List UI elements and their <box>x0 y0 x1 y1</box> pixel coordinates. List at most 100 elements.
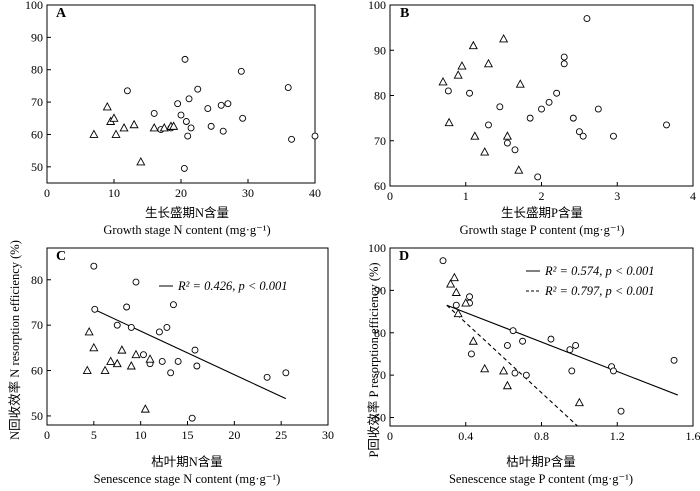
panel-a-circle-point <box>224 100 232 108</box>
panel-c-x-tick-label: 15 <box>182 428 194 442</box>
panel-c-x-tick-label: 5 <box>91 428 97 442</box>
panel-b-y-tick-label: 70 <box>374 134 386 148</box>
panel-d-triangle-point <box>574 397 584 407</box>
panel-b-y-ticks: 60 70 80 90 100 <box>368 0 394 193</box>
panel-a-y-tick-label: 60 <box>31 127 43 141</box>
panel-c-xlabel-cn: 枯叶期N含量 <box>151 454 223 469</box>
panel-d-fit-line-solid <box>446 304 679 396</box>
panel-b-circle-point <box>503 139 511 147</box>
panel-d-triangle-point <box>453 308 463 318</box>
panel-d-circle-point <box>547 335 555 343</box>
panel-a-circle-point <box>217 101 225 109</box>
panel-a-circle-point <box>194 85 202 93</box>
panel-c-circle-point <box>167 369 175 377</box>
panel-b-circle-point <box>663 121 670 129</box>
panel-b: B 0 1 2 3 4 60 70 80 90 100 生长盛期P含量 Growth stage… <box>368 0 696 237</box>
panel-b-triangle-point <box>457 61 467 70</box>
panel-b-triangle-point <box>483 58 494 68</box>
panel-d-y-ticks: 60 70 80 90 100 <box>368 241 394 425</box>
panel-a-triangle-point <box>129 119 139 129</box>
panel-b-y-tick-label: 60 <box>374 179 386 193</box>
panel-c-circle-point <box>282 369 290 377</box>
panel-c-points <box>82 262 290 422</box>
panel-b-xlabel-cn: 生长盛期P含量 <box>501 205 583 220</box>
panel-c-circle-point <box>263 373 271 381</box>
panel-d-x-tick-label: 0.8 <box>534 429 549 443</box>
panel-a-y-ticks: 50 60 70 80 90 100 <box>25 0 51 174</box>
panel-c-y-tick-label: 60 <box>31 364 43 378</box>
panel-a-circle-point <box>185 95 193 103</box>
panel-c: C 0 5 10 15 20 25 30 50 60 70 80 R² = 0.426, p < … <box>31 247 334 486</box>
panel-c-circle-point <box>132 278 140 286</box>
panel-a-label: A <box>56 6 67 21</box>
y-axis-label-p-resorption: P回收效率 P resorption efficiency (%) <box>366 262 381 457</box>
panel-d-circle-point <box>519 337 527 345</box>
panel-b-x-tick-label: 2 <box>539 189 545 203</box>
panel-b-frame <box>389 4 694 187</box>
panel-c-triangle-point <box>112 358 122 368</box>
panel-d-y-tick-label: 90 <box>374 283 386 297</box>
panel-a-y-tick-label: 70 <box>31 95 43 109</box>
panel-a-circle-point <box>237 67 245 75</box>
panel-d-x-tick-label: 1.2 <box>610 429 625 443</box>
panel-b-circle-point <box>534 173 542 181</box>
panel-b-label: B <box>400 6 409 21</box>
y-axis-label-n-resorption: N回收效率 N resorption efficiency (%) <box>7 240 22 440</box>
panel-c-triangle-point <box>82 365 92 374</box>
panel-c-label: C <box>56 249 66 264</box>
panel-a-circle-point <box>182 118 190 125</box>
panel-c-x-tick-label: 20 <box>228 428 240 442</box>
panel-d-circle-point <box>566 346 574 354</box>
panel-d-triangle-point <box>480 363 490 373</box>
panel-a-points <box>89 55 319 172</box>
panel-b-triangle-point <box>515 79 525 88</box>
panel-c-triangle-point <box>100 365 110 374</box>
panel-c-circle-point <box>169 301 177 309</box>
panel-d-x-tick-label: 0.4 <box>458 429 473 443</box>
panel-a-circle-point <box>123 87 131 95</box>
panel-a-circle-point <box>150 109 158 117</box>
panel-a-circle-point <box>180 164 188 172</box>
panel-a-x-tick-label: 10 <box>108 186 120 200</box>
panel-a-xlabel-en: Growth stage N content (mg·g⁻¹) <box>103 223 270 237</box>
panel-c-y-ticks: 50 60 70 80 <box>31 273 51 423</box>
panel-d-circle-point <box>467 350 475 358</box>
panel-d: D 0 0.4 0.8 1.2 1.6 60 70 80 90 100 R² = 0.574, … <box>368 241 700 486</box>
panel-b-y-tick-label: 80 <box>374 89 386 103</box>
panel-c-circle-point <box>174 358 182 365</box>
panel-d-y-tick-label: 60 <box>374 411 386 425</box>
panel-c-fit-line-solid <box>93 308 287 400</box>
panel-c-triangle-point <box>140 404 150 413</box>
panel-d-legend-text-solid: R² = 0.574, p < 0.001 <box>544 264 655 278</box>
panel-c-circle-point <box>188 414 196 422</box>
panel-b-x-tick-label: 4 <box>690 189 696 203</box>
panel-d-circle-point <box>522 371 530 379</box>
panel-a-y-tick-label: 90 <box>31 30 43 44</box>
panel-a-x-tick-label: 0 <box>44 186 50 200</box>
panel-c-circle-point <box>191 346 199 354</box>
panel-d-circle-point <box>568 367 576 375</box>
panel-d-circle-point <box>511 369 519 377</box>
panel-d-x-ticks: 0 0.4 0.8 1.2 1.6 <box>387 422 700 443</box>
panel-a-x-tick-label: 20 <box>175 186 187 200</box>
panel-d-y-tick-label: 70 <box>374 368 386 382</box>
panel-b-circle-point <box>444 87 452 95</box>
panel-d-circle-point <box>452 301 460 309</box>
panel-b-xlabel-en: Growth stage P content (mg·g⁻¹) <box>460 223 625 237</box>
panel-a-x-tick-label: 40 <box>309 186 321 200</box>
panel-a-triangle-point <box>102 102 112 111</box>
panel-d-triangle-point <box>468 336 478 345</box>
panel-b-points <box>438 15 670 181</box>
panel-b-circle-point <box>560 60 568 68</box>
panel-c-circle-point <box>193 362 201 370</box>
panel-c-x-tick-label: 30 <box>322 428 334 442</box>
panel-b-circle-point <box>569 114 577 122</box>
panel-b-triangle-point <box>438 76 448 86</box>
panel-b-circle-point <box>526 114 534 122</box>
panel-b-triangle-point <box>453 70 463 79</box>
panel-a-y-tick-label: 100 <box>25 0 43 12</box>
panel-d-circle-point <box>509 327 517 335</box>
panel-a-circle-point <box>239 114 247 122</box>
panel-b-circle-point <box>485 121 492 129</box>
